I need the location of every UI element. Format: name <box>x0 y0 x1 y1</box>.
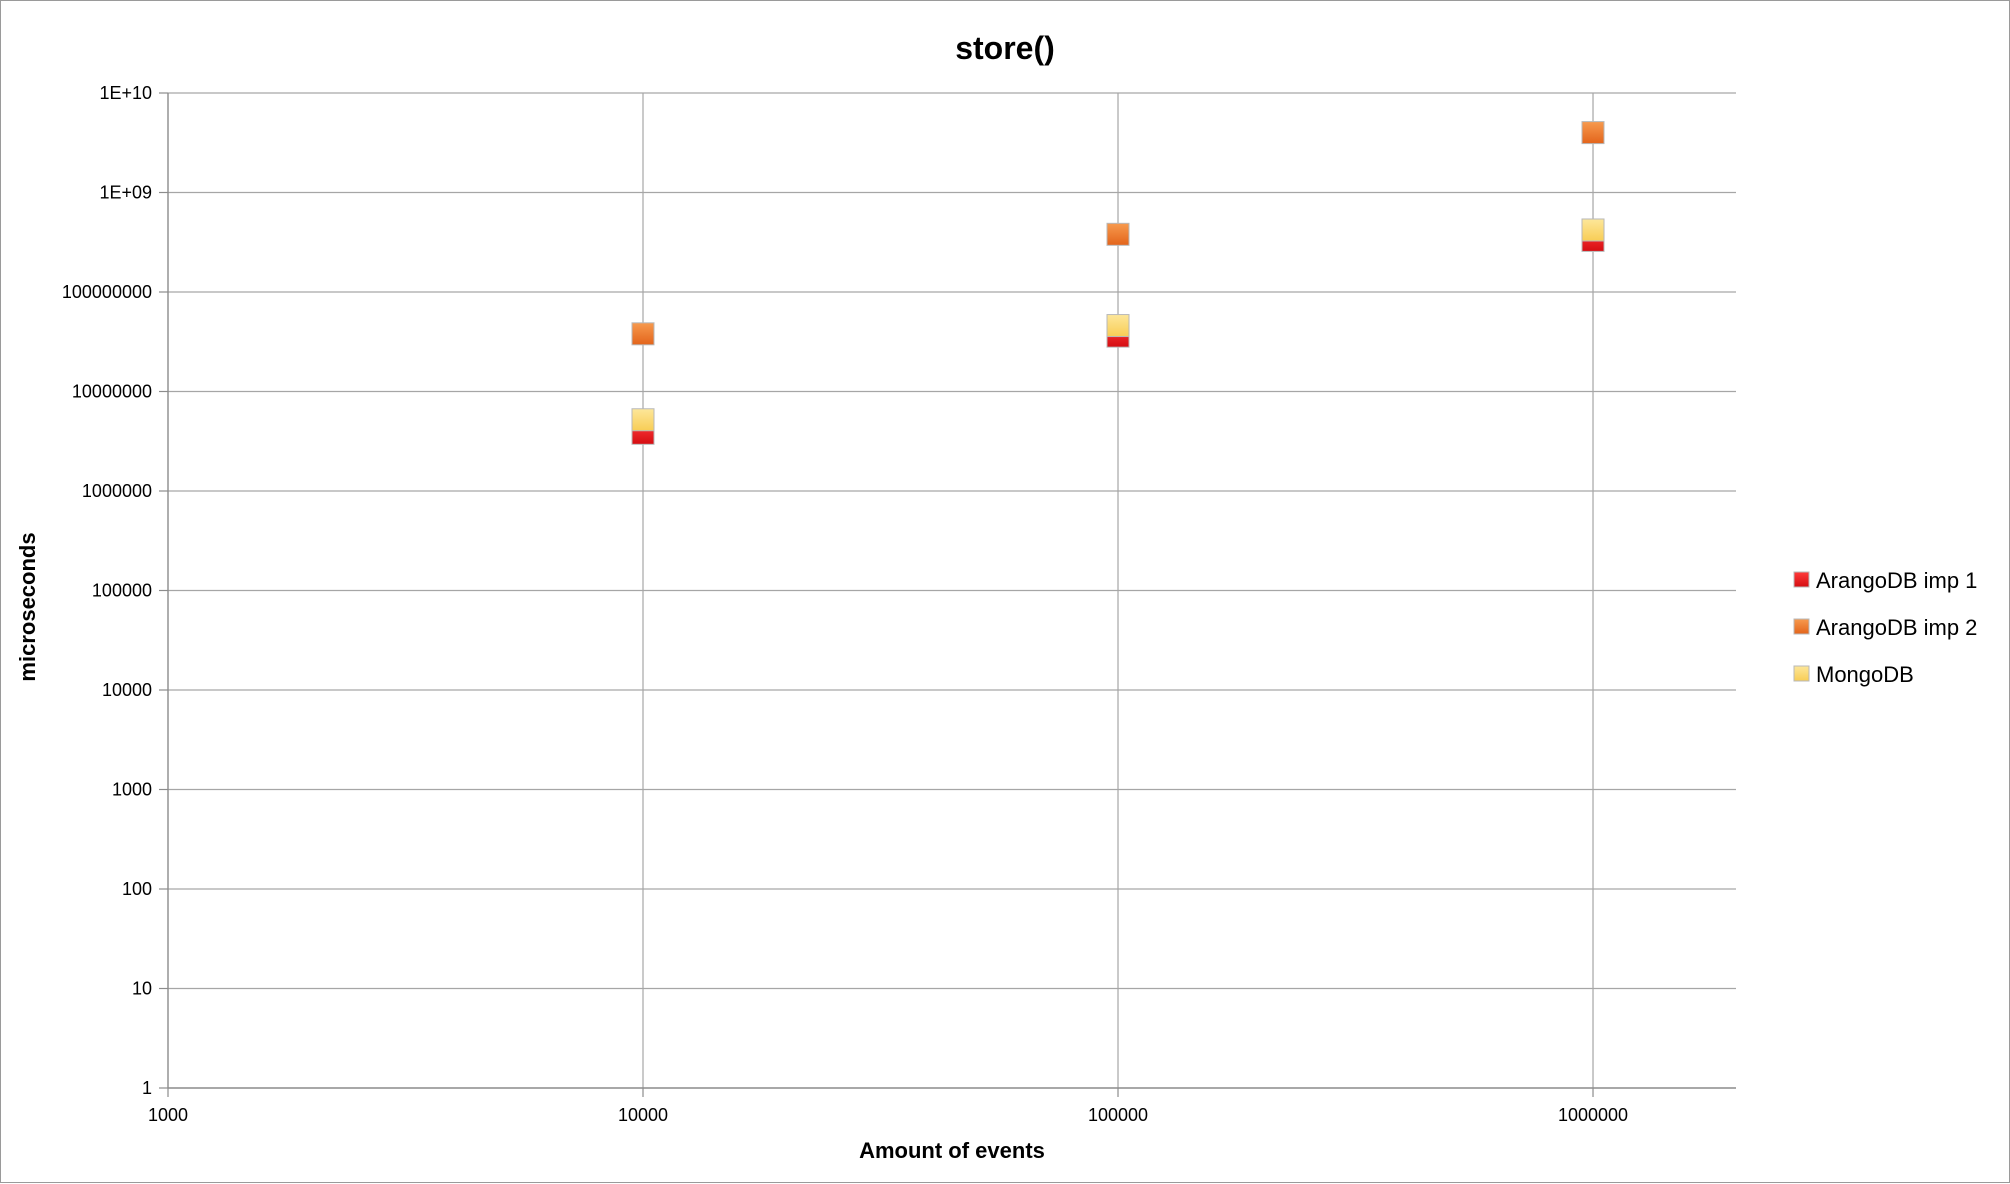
y-tick-label: 100000000 <box>62 282 152 302</box>
point-mongodb <box>1581 218 1605 242</box>
legend-label-mongodb: MongoDB <box>1816 662 1914 687</box>
y-axis-title: microseconds <box>15 532 40 681</box>
point-mongodb <box>631 408 655 432</box>
y-tick-label: 1000 <box>112 780 152 800</box>
x-tick-label: 100000 <box>1088 1105 1148 1125</box>
y-tick-label: 1 <box>142 1078 152 1098</box>
legend-swatch-arangodb-imp-2 <box>1793 618 1810 635</box>
axes <box>159 92 1736 1097</box>
legend-label-arangodb-imp-2: ArangoDB imp 2 <box>1816 615 1977 640</box>
legend-swatch-arangodb-imp-1 <box>1793 571 1810 588</box>
y-tick-label: 100000 <box>92 581 152 601</box>
legend-label-arangodb-imp-1: ArangoDB imp 1 <box>1816 568 1977 593</box>
y-tick-label: 1E+09 <box>99 183 152 203</box>
grid-lines <box>168 92 1736 1088</box>
point-arangodb-imp-2 <box>631 322 655 346</box>
data-points <box>631 121 1605 445</box>
x-tick-label: 10000 <box>618 1105 668 1125</box>
chart-title: store() <box>955 30 1055 66</box>
y-tick-label: 1E+10 <box>99 83 152 103</box>
y-tick-label: 1000000 <box>82 481 152 501</box>
y-tick-label: 100 <box>122 879 152 899</box>
x-tick-labels: 1000 10000 100000 1000000 <box>148 1105 1628 1125</box>
y-tick-labels: 1 10 100 1000 10000 100000 1000000 10000000 1000… <box>62 83 152 1098</box>
x-tick-label: 1000 <box>148 1105 188 1125</box>
point-arangodb-imp-2 <box>1581 121 1605 145</box>
point-mongodb <box>1106 314 1130 338</box>
x-axis-title: Amount of events <box>859 1138 1045 1163</box>
legend: ArangoDB imp 1 ArangoDB imp 2 MongoDB <box>1793 568 1977 687</box>
x-tick-label: 1000000 <box>1558 1105 1628 1125</box>
y-tick-label: 10 <box>132 979 152 999</box>
y-tick-label: 10000 <box>102 680 152 700</box>
point-arangodb-imp-2 <box>1106 222 1130 246</box>
y-tick-label: 10000000 <box>72 382 152 402</box>
legend-swatch-mongodb <box>1793 665 1810 682</box>
